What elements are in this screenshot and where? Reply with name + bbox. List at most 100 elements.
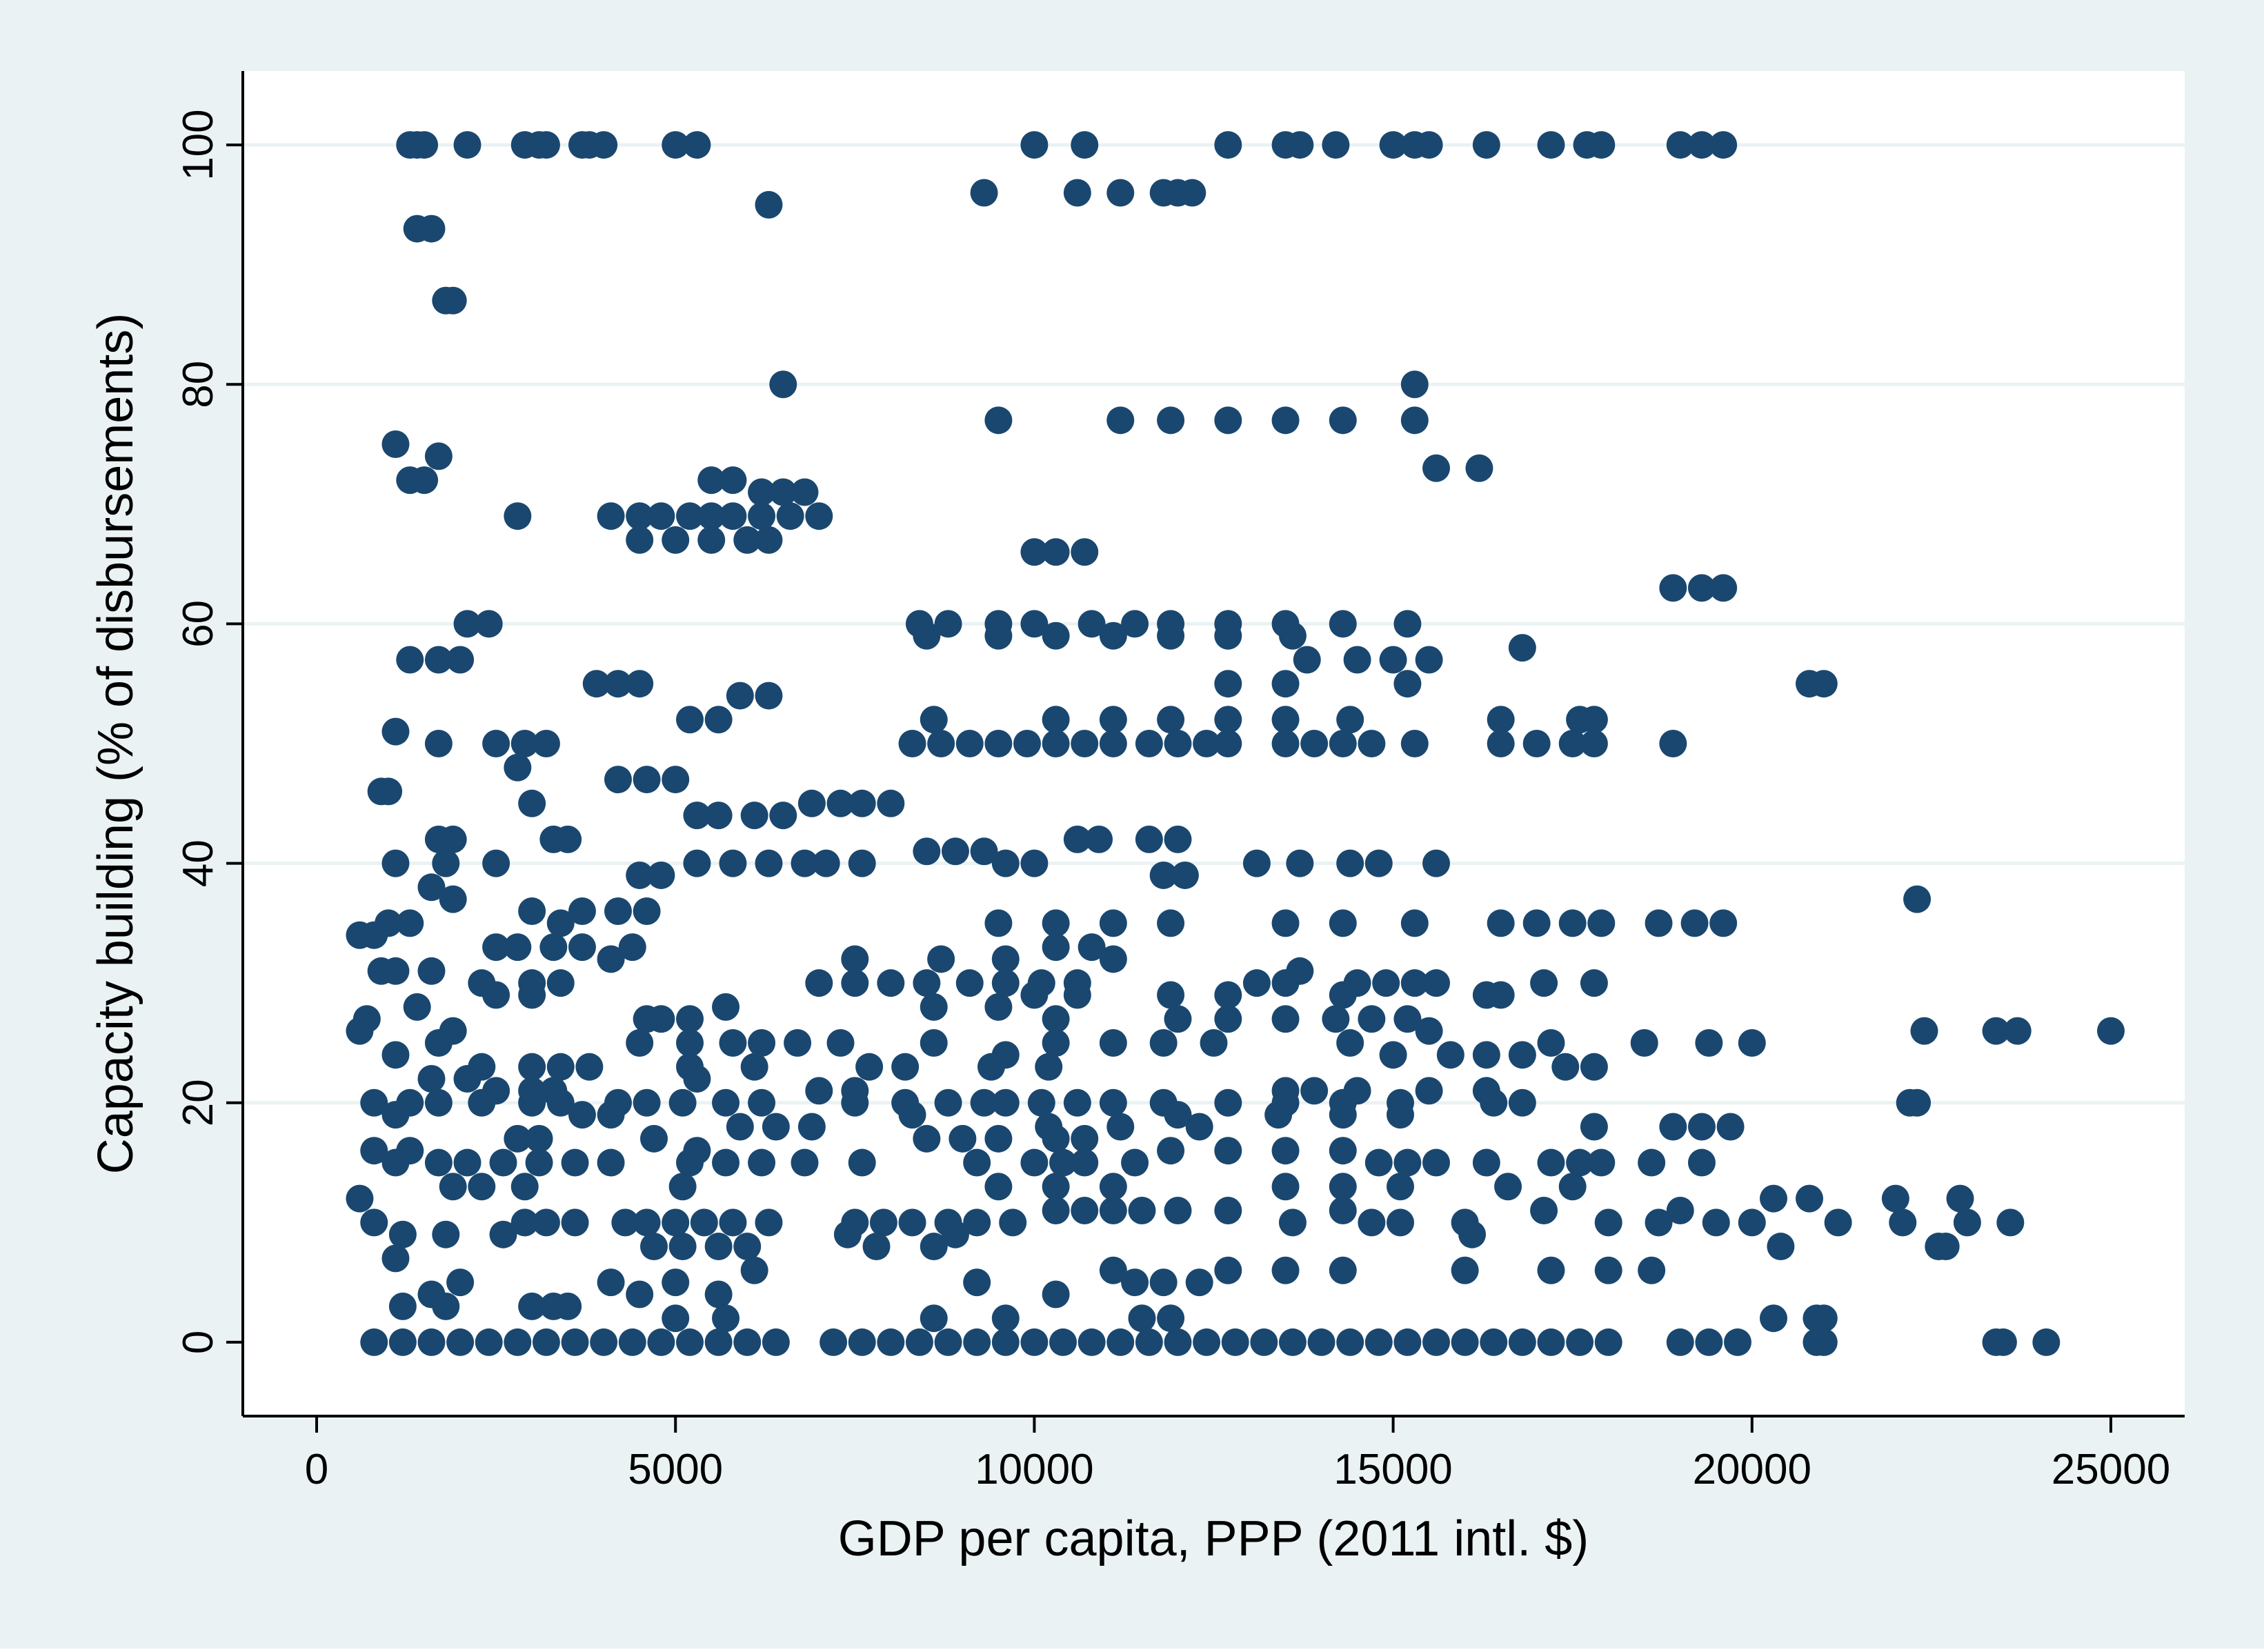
scatter-point xyxy=(1996,1208,2025,1237)
scatter-point xyxy=(712,1148,740,1177)
scatter-point xyxy=(1214,1196,1242,1224)
scatter-point xyxy=(1630,1028,1658,1057)
scatter-point xyxy=(1702,1208,1730,1237)
scatter-point xyxy=(1508,634,1536,662)
scatter-point xyxy=(597,1268,625,1297)
scatter-point xyxy=(417,957,446,985)
scatter-point xyxy=(1020,610,1049,638)
scatter-point xyxy=(1271,1137,1300,1165)
scatter-point xyxy=(733,1328,762,1356)
scatter-point xyxy=(1760,1184,1787,1213)
scatter-point xyxy=(984,730,1013,757)
scatter-point xyxy=(1329,909,1357,937)
scatter-point xyxy=(360,1137,388,1165)
scatter-point xyxy=(963,1148,991,1177)
scatter-point xyxy=(510,730,539,757)
scatter-point xyxy=(453,1148,481,1177)
scatter-point xyxy=(740,1053,768,1081)
scatter-point xyxy=(719,466,747,495)
scatter-point xyxy=(934,1088,962,1117)
scatter-point xyxy=(439,885,467,913)
scatter-point xyxy=(1242,969,1271,997)
scatter-point xyxy=(991,1328,1020,1356)
scatter-point xyxy=(590,1328,618,1356)
scatter-point xyxy=(381,849,410,877)
scatter-point xyxy=(683,849,711,877)
scatter-point xyxy=(1071,1124,1099,1153)
scatter-point xyxy=(1099,1028,1127,1057)
scatter-point xyxy=(626,670,654,698)
scatter-point xyxy=(1271,406,1300,435)
scatter-point xyxy=(784,1028,812,1057)
scatter-point xyxy=(1214,706,1242,734)
scatter-point xyxy=(1042,1005,1070,1033)
scatter-point xyxy=(1645,1208,1673,1237)
scatter-point xyxy=(1193,730,1221,757)
scatter-point xyxy=(568,933,596,962)
scatter-point xyxy=(375,909,403,937)
scatter-point xyxy=(769,802,797,830)
scatter-point xyxy=(647,1005,675,1033)
scatter-point xyxy=(633,1208,661,1237)
scatter-point xyxy=(518,1292,546,1320)
scatter-point xyxy=(518,789,546,817)
scatter-point xyxy=(597,502,625,530)
scatter-point xyxy=(862,1233,891,1261)
scatter-point xyxy=(1472,131,1500,159)
scatter-point xyxy=(1329,1101,1357,1129)
scatter-point xyxy=(1580,1113,1608,1141)
scatter-point xyxy=(1594,1208,1622,1237)
scatter-point xyxy=(1687,1148,1716,1177)
scatter-point xyxy=(582,670,610,698)
scatter-point xyxy=(2096,1017,2125,1045)
scatter-point xyxy=(1889,1208,1917,1237)
scatter-point xyxy=(1020,1328,1049,1356)
scatter-point xyxy=(877,789,905,817)
scatter-point xyxy=(518,981,546,1009)
scatter-point xyxy=(1709,909,1738,937)
scatter-point xyxy=(640,1233,668,1261)
scatter-point xyxy=(1214,1256,1242,1284)
scatter-point xyxy=(532,1208,560,1237)
scatter-point xyxy=(984,406,1013,435)
scatter-point xyxy=(927,945,955,973)
scatter-point xyxy=(647,1328,675,1356)
scatter-point xyxy=(848,849,876,877)
scatter-point xyxy=(1214,1005,1242,1033)
scatter-point xyxy=(1551,1053,1580,1081)
scatter-point xyxy=(1329,981,1357,1009)
scatter-point xyxy=(1666,131,1694,159)
x-tick-label: 25000 xyxy=(2052,1446,2170,1493)
scatter-point xyxy=(1042,1173,1070,1201)
scatter-point xyxy=(1465,454,1493,482)
scatter-point xyxy=(1580,730,1608,757)
scatter-point xyxy=(1903,1088,1932,1117)
scatter-point xyxy=(1336,1328,1364,1356)
scatter-point xyxy=(812,849,840,877)
scatter-points xyxy=(346,131,2125,1356)
scatter-point xyxy=(1709,574,1738,602)
scatter-point xyxy=(1106,1328,1135,1356)
scatter-point xyxy=(388,1328,417,1356)
scatter-point xyxy=(1329,1256,1357,1284)
scatter-point xyxy=(1393,610,1422,638)
scatter-point xyxy=(991,969,1020,997)
scatter-point xyxy=(388,1220,417,1248)
scatter-point xyxy=(1042,909,1070,937)
scatter-point xyxy=(424,1088,453,1117)
scatter-point xyxy=(453,610,481,638)
scatter-point xyxy=(1436,1041,1464,1069)
scatter-point xyxy=(805,1077,833,1105)
scatter-point xyxy=(510,1208,539,1237)
scatter-point xyxy=(482,933,510,962)
scatter-point xyxy=(898,1101,926,1129)
scatter-point xyxy=(697,502,726,530)
scatter-point xyxy=(432,849,460,877)
scatter-point xyxy=(1157,909,1185,937)
scatter-point xyxy=(1307,1328,1335,1356)
scatter-point xyxy=(1522,909,1551,937)
scatter-point xyxy=(1264,1101,1293,1129)
scatter-point xyxy=(1042,621,1070,650)
scatter-point xyxy=(726,681,754,710)
scatter-point xyxy=(1393,1148,1422,1177)
